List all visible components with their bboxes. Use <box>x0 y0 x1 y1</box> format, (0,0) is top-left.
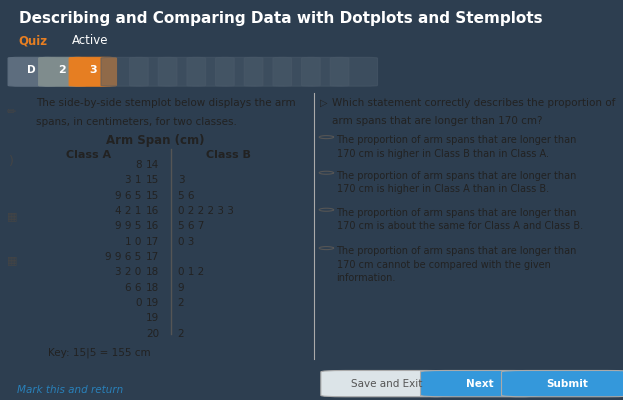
Text: ▦: ▦ <box>7 211 17 221</box>
FancyBboxPatch shape <box>101 57 148 86</box>
FancyBboxPatch shape <box>502 370 623 397</box>
Text: Quiz: Quiz <box>19 34 48 47</box>
Text: 19: 19 <box>146 313 159 323</box>
Text: 3: 3 <box>89 65 97 75</box>
Text: 16: 16 <box>146 206 159 216</box>
FancyBboxPatch shape <box>130 57 177 86</box>
Text: 5 6 7: 5 6 7 <box>178 221 204 231</box>
Text: 2: 2 <box>178 298 184 308</box>
Text: 18: 18 <box>146 267 159 277</box>
FancyBboxPatch shape <box>302 57 349 86</box>
Text: The side-by-side stemplot below displays the arm: The side-by-side stemplot below displays… <box>36 98 295 108</box>
Text: 16: 16 <box>146 221 159 231</box>
Text: 15: 15 <box>146 175 159 185</box>
FancyBboxPatch shape <box>187 57 234 86</box>
FancyBboxPatch shape <box>216 57 263 86</box>
FancyBboxPatch shape <box>69 57 117 86</box>
Text: 3: 3 <box>178 175 184 185</box>
Text: Key: 15|5 = 155 cm: Key: 15|5 = 155 cm <box>47 348 150 358</box>
Text: Arm Span (cm): Arm Span (cm) <box>107 134 205 147</box>
Text: Which statement correctly describes the proportion of: Which statement correctly describes the … <box>332 98 616 108</box>
Text: arm spans that are longer than 170 cm?: arm spans that are longer than 170 cm? <box>332 116 543 126</box>
FancyBboxPatch shape <box>421 370 539 397</box>
Text: 0: 0 <box>135 298 142 308</box>
Text: 1 0: 1 0 <box>125 236 142 246</box>
FancyBboxPatch shape <box>273 57 320 86</box>
Text: The proportion of arm spans that are longer than
170 cm is about the same for Cl: The proportion of arm spans that are lon… <box>336 208 583 232</box>
Text: The proportion of arm spans that are longer than
170 cm is higher in Class B tha: The proportion of arm spans that are lon… <box>336 135 577 159</box>
Text: 17: 17 <box>146 236 159 246</box>
Text: 0 1 2: 0 1 2 <box>178 267 204 277</box>
Text: 9: 9 <box>178 283 184 293</box>
Text: 6 6: 6 6 <box>125 283 142 293</box>
Text: 0 2 2 2 3 3: 0 2 2 2 3 3 <box>178 206 234 216</box>
Text: Mark this and return: Mark this and return <box>17 385 124 395</box>
FancyBboxPatch shape <box>321 370 452 397</box>
Text: 15: 15 <box>146 190 159 200</box>
Text: The proportion of arm spans that are longer than
170 cm cannot be compared with : The proportion of arm spans that are lon… <box>336 246 577 283</box>
Text: ): ) <box>9 155 14 168</box>
Text: 2: 2 <box>178 329 184 339</box>
FancyBboxPatch shape <box>244 57 292 86</box>
Text: 18: 18 <box>146 283 159 293</box>
Text: Class B: Class B <box>206 150 251 160</box>
Text: Class A: Class A <box>65 150 111 160</box>
FancyBboxPatch shape <box>158 57 206 86</box>
FancyBboxPatch shape <box>330 57 378 86</box>
Text: 9 6 5: 9 6 5 <box>115 190 142 200</box>
Text: D: D <box>27 65 36 75</box>
Text: 5 6: 5 6 <box>178 190 194 200</box>
FancyBboxPatch shape <box>8 57 55 86</box>
FancyBboxPatch shape <box>39 57 86 86</box>
Text: Describing and Comparing Data with Dotplots and Stemplots: Describing and Comparing Data with Dotpl… <box>19 12 542 26</box>
Text: Active: Active <box>72 34 108 47</box>
Text: 3 1: 3 1 <box>125 175 142 185</box>
Text: ▦: ▦ <box>7 255 17 265</box>
Text: 2: 2 <box>59 65 66 75</box>
Text: Submit: Submit <box>546 379 588 389</box>
Text: spans, in centimeters, for two classes.: spans, in centimeters, for two classes. <box>36 118 237 127</box>
Text: 8: 8 <box>135 160 142 170</box>
Text: 19: 19 <box>146 298 159 308</box>
Text: 9 9 5: 9 9 5 <box>115 221 142 231</box>
Text: 4 2 1: 4 2 1 <box>115 206 142 216</box>
Text: ✏: ✏ <box>7 107 17 117</box>
Text: The proportion of arm spans that are longer than
170 cm is higher in Class A tha: The proportion of arm spans that are lon… <box>336 171 577 194</box>
Text: 0 3: 0 3 <box>178 236 194 246</box>
Text: 20: 20 <box>146 329 159 339</box>
Text: Next: Next <box>466 379 493 389</box>
Text: ▷: ▷ <box>320 98 328 108</box>
Text: 3 2 0: 3 2 0 <box>115 267 142 277</box>
Text: 9 9 6 5: 9 9 6 5 <box>105 252 142 262</box>
Text: Save and Exit: Save and Exit <box>351 379 422 389</box>
Text: 17: 17 <box>146 252 159 262</box>
Text: 14: 14 <box>146 160 159 170</box>
